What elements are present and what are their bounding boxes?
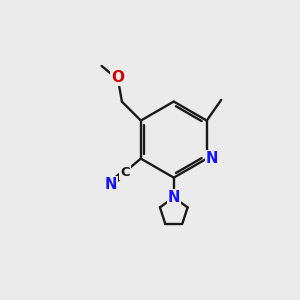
Text: C: C — [120, 166, 130, 179]
Text: N: N — [168, 190, 180, 206]
Text: N: N — [105, 177, 117, 192]
Text: N: N — [206, 151, 218, 166]
Text: O: O — [111, 70, 124, 86]
